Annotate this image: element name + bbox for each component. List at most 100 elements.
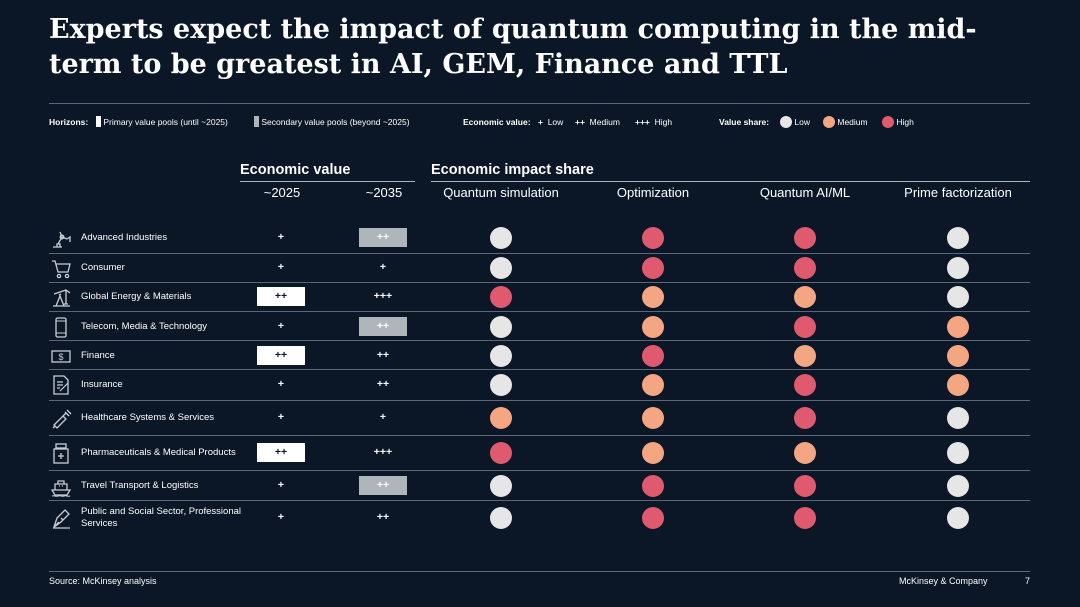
- legend-econ-label: Economic value:: [463, 117, 531, 127]
- medium-dot-icon: [823, 116, 835, 128]
- col-header-quantum-ai-ml: Quantum AI/ML: [759, 185, 851, 200]
- legend-econ-medium: ++ Medium: [575, 117, 620, 127]
- share-dot-optimization-high: [642, 257, 664, 279]
- industry-label: Travel Transport & Logistics: [81, 480, 199, 491]
- legend-share-medium: Medium: [823, 116, 868, 128]
- share-dot-prime-factorization-medium: [947, 374, 969, 396]
- footer-divider: [49, 571, 1030, 572]
- source-note: Source: McKinsey analysis: [49, 576, 157, 586]
- legend: Horizons: Primary value pools (until ~20…: [49, 116, 1030, 130]
- industry-label: Public and Social Sector, Professional S…: [81, 506, 242, 529]
- share-dot-quantum-simulation-low: [490, 374, 512, 396]
- legend-primary: Primary value pools (until ~2025): [96, 116, 228, 128]
- share-dot-quantum-simulation-low: [490, 257, 512, 279]
- share-dot-quantum-simulation-low: [490, 345, 512, 367]
- legend-econ-high: +++ High: [635, 117, 673, 127]
- share-dot-quantum-simulation-low: [490, 316, 512, 338]
- share-dot-quantum-ai-ml-medium: [794, 345, 816, 367]
- share-dot-quantum-ai-ml-medium: [794, 286, 816, 308]
- share-dot-optimization-medium: [642, 286, 664, 308]
- share-dot-quantum-simulation-high: [490, 442, 512, 464]
- share-dot-quantum-simulation-low: [490, 507, 512, 529]
- shopping-cart-icon: [50, 257, 72, 279]
- row-divider: [49, 369, 1030, 370]
- industry-label: Global Energy & Materials: [81, 291, 192, 302]
- share-dot-quantum-ai-ml-high: [794, 374, 816, 396]
- share-dot-prime-factorization-low: [947, 407, 969, 429]
- oil-pump-icon: [50, 286, 72, 308]
- share-dot-prime-factorization-low: [947, 286, 969, 308]
- economic-value-2025: +: [277, 261, 285, 273]
- svg-text:$: $: [58, 352, 63, 362]
- row-divider: [49, 311, 1030, 312]
- legend-share-label: Value share:: [719, 117, 770, 127]
- row-divider: [49, 282, 1030, 283]
- economic-value-2035: +++: [373, 446, 393, 458]
- share-dot-quantum-ai-ml-medium: [794, 442, 816, 464]
- share-dot-prime-factorization-medium: [947, 345, 969, 367]
- industry-label: Pharmaceuticals & Medical Products: [81, 447, 236, 458]
- economic-value-header-rule: [240, 181, 415, 182]
- share-dot-quantum-ai-ml-high: [794, 257, 816, 279]
- share-dot-quantum-simulation-high: [490, 286, 512, 308]
- economic-value-2025: ++: [257, 346, 305, 365]
- share-dot-prime-factorization-low: [947, 475, 969, 497]
- economic-value-2025: +: [277, 511, 285, 523]
- secondary-swatch-icon: [254, 116, 259, 127]
- low-dot-icon: [780, 116, 792, 128]
- economic-value-2025: ++: [257, 287, 305, 306]
- share-dot-quantum-ai-ml-high: [794, 316, 816, 338]
- col-header-2035: ~2035: [365, 185, 403, 200]
- col-header-optimization: Optimization: [616, 185, 690, 200]
- row-divider: [49, 435, 1030, 436]
- page-number: 7: [1025, 576, 1031, 586]
- col-header-2025: ~2025: [263, 185, 301, 200]
- ship-icon: [50, 475, 72, 497]
- economic-value-2035: ++: [376, 378, 390, 390]
- share-dot-optimization-high: [642, 227, 664, 249]
- share-dot-optimization-high: [642, 507, 664, 529]
- primary-swatch-icon: [96, 116, 101, 127]
- row-divider: [49, 470, 1030, 471]
- share-dot-quantum-ai-ml-high: [794, 475, 816, 497]
- industry-label: Healthcare Systems & Services: [81, 412, 215, 423]
- economic-value-2035: ++: [376, 349, 390, 361]
- economic-value-2025: ++: [257, 443, 305, 462]
- banknote-icon: $: [50, 345, 72, 367]
- robot-arm-icon: [50, 227, 72, 249]
- economic-value-2035: ++: [359, 228, 407, 247]
- page-title: Experts expect the impact of quantum com…: [49, 14, 977, 80]
- industry-label: Consumer: [81, 262, 125, 273]
- share-dot-optimization-high: [642, 475, 664, 497]
- economic-value-2025: +: [277, 411, 285, 423]
- row-divider: [49, 253, 1030, 254]
- share-dot-prime-factorization-low: [947, 507, 969, 529]
- syringe-icon: [50, 407, 72, 429]
- economic-value-2035: ++: [359, 317, 407, 336]
- high-dot-icon: [882, 116, 894, 128]
- economic-value-header: Economic value: [240, 162, 351, 178]
- row-divider: [49, 500, 1030, 501]
- fountain-pen-icon: [50, 507, 72, 529]
- smartphone-icon: [50, 316, 72, 338]
- economic-value-2035: +++: [373, 290, 393, 302]
- share-dot-quantum-ai-ml-high: [794, 227, 816, 249]
- impact-share-header: Economic impact share: [431, 162, 594, 178]
- industry-label: Insurance: [81, 379, 123, 390]
- economic-value-2035: ++: [359, 476, 407, 495]
- share-dot-quantum-ai-ml-high: [794, 407, 816, 429]
- legend-secondary: Secondary value pools (beyond ~2025): [254, 116, 410, 128]
- industry-label: Telecom, Media & Technology: [81, 321, 208, 332]
- col-header-prime-factorization: Prime factorization: [904, 185, 1012, 200]
- row-divider: [49, 400, 1030, 401]
- medicine-bottle-icon: [50, 442, 72, 464]
- share-dot-prime-factorization-low: [947, 227, 969, 249]
- industry-label: Advanced Industries: [81, 232, 168, 243]
- share-dot-prime-factorization-low: [947, 257, 969, 279]
- share-dot-quantum-simulation-medium: [490, 407, 512, 429]
- share-dot-quantum-ai-ml-high: [794, 507, 816, 529]
- legend-share-high: High: [882, 116, 914, 128]
- share-dot-optimization-medium: [642, 374, 664, 396]
- title-divider: [49, 103, 1030, 104]
- industry-label: Finance: [81, 350, 115, 361]
